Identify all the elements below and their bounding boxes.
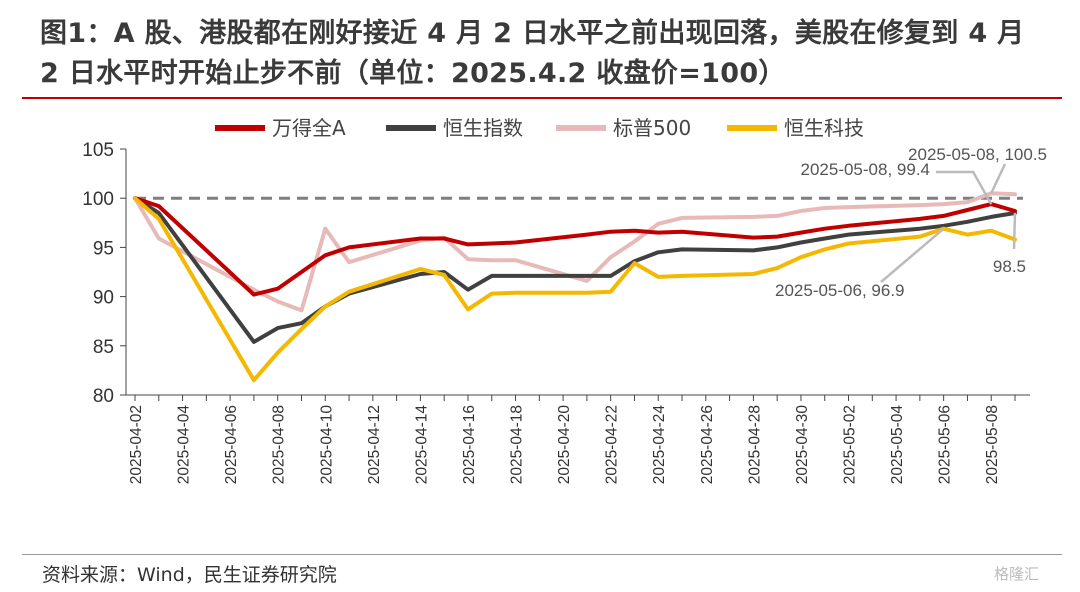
x-tick-label: 2025-05-04 [889, 405, 906, 485]
x-tick-label: 2025-05-06 [937, 405, 954, 484]
annotation-label: 98.5 [993, 257, 1026, 276]
series-line-2 [133, 191, 1017, 313]
x-tick-label: 2025-04-14 [413, 405, 430, 485]
annotation-label: 2025-05-08, 100.5 [908, 145, 1047, 164]
source-note: 资料来源：Wind，民生证券研究院 [42, 564, 337, 586]
series-layer [133, 191, 1017, 383]
y-tick-label: 105 [82, 140, 114, 161]
y-tick-label: 85 [93, 337, 114, 358]
x-tick-label: 2025-04-26 [699, 405, 716, 484]
annotation-label: 2025-05-08, 99.4 [801, 160, 931, 179]
y-tick-label: 80 [93, 386, 114, 407]
series-line-1 [133, 196, 1017, 344]
chart-title: 图1：A 股、港股都在刚好接近 4 月 2 日水平之前出现回落，美股在修复到 4… [40, 18, 1025, 89]
series-line-0 [133, 196, 1017, 297]
legend-label-0: 万得全A [272, 116, 346, 140]
x-tick-label: 2025-04-22 [604, 405, 621, 484]
x-tick-label: 2025-04-30 [794, 405, 811, 485]
legend-label-2: 标普500 [613, 116, 691, 140]
x-tick-label: 2025-04-24 [651, 405, 668, 485]
legend-label-3: 恒生科技 [784, 116, 864, 140]
chart-legend: 万得全A 恒生指数 标普500 恒生科技 [215, 116, 864, 140]
x-tick-label: 2025-05-08 [984, 405, 1001, 484]
annotation-label: 2025-05-06, 96.9 [775, 281, 905, 300]
y-tick-label: 95 [93, 238, 114, 259]
x-tick-label: 2025-04-12 [366, 405, 383, 484]
legend-label-1: 恒生指数 [443, 116, 523, 140]
series-line-3 [133, 196, 1017, 383]
annotation-leader [990, 163, 1007, 194]
x-tick-label: 2025-04-10 [318, 405, 335, 485]
x-tick-label: 2025-04-18 [509, 405, 526, 484]
x-tick-label: 2025-04-02 [128, 405, 145, 484]
annotation-leader [936, 170, 993, 205]
x-tick-label: 2025-04-06 [223, 405, 240, 484]
x-tick-label: 2025-04-08 [271, 405, 288, 484]
x-tick-label: 2025-04-28 [746, 405, 763, 484]
x-tick-label: 2025-04-04 [176, 405, 193, 485]
y-tick-label: 100 [82, 189, 114, 210]
source-divider [22, 554, 1062, 555]
chart-axes: 80 85 90 95 100 105 2025-04-02 2025-04-04 2025-0… [82, 140, 1030, 484]
title-underline [22, 97, 1062, 99]
x-tick-label: 2025-05-02 [842, 405, 859, 484]
x-tick-label: 2025-04-20 [556, 405, 573, 485]
annotation-leader [1012, 212, 1017, 250]
x-tick-label: 2025-04-16 [461, 405, 478, 484]
y-tick-label: 90 [93, 288, 114, 309]
watermark-logo: 格隆汇 [994, 565, 1040, 583]
annotation-leader [880, 227, 945, 283]
